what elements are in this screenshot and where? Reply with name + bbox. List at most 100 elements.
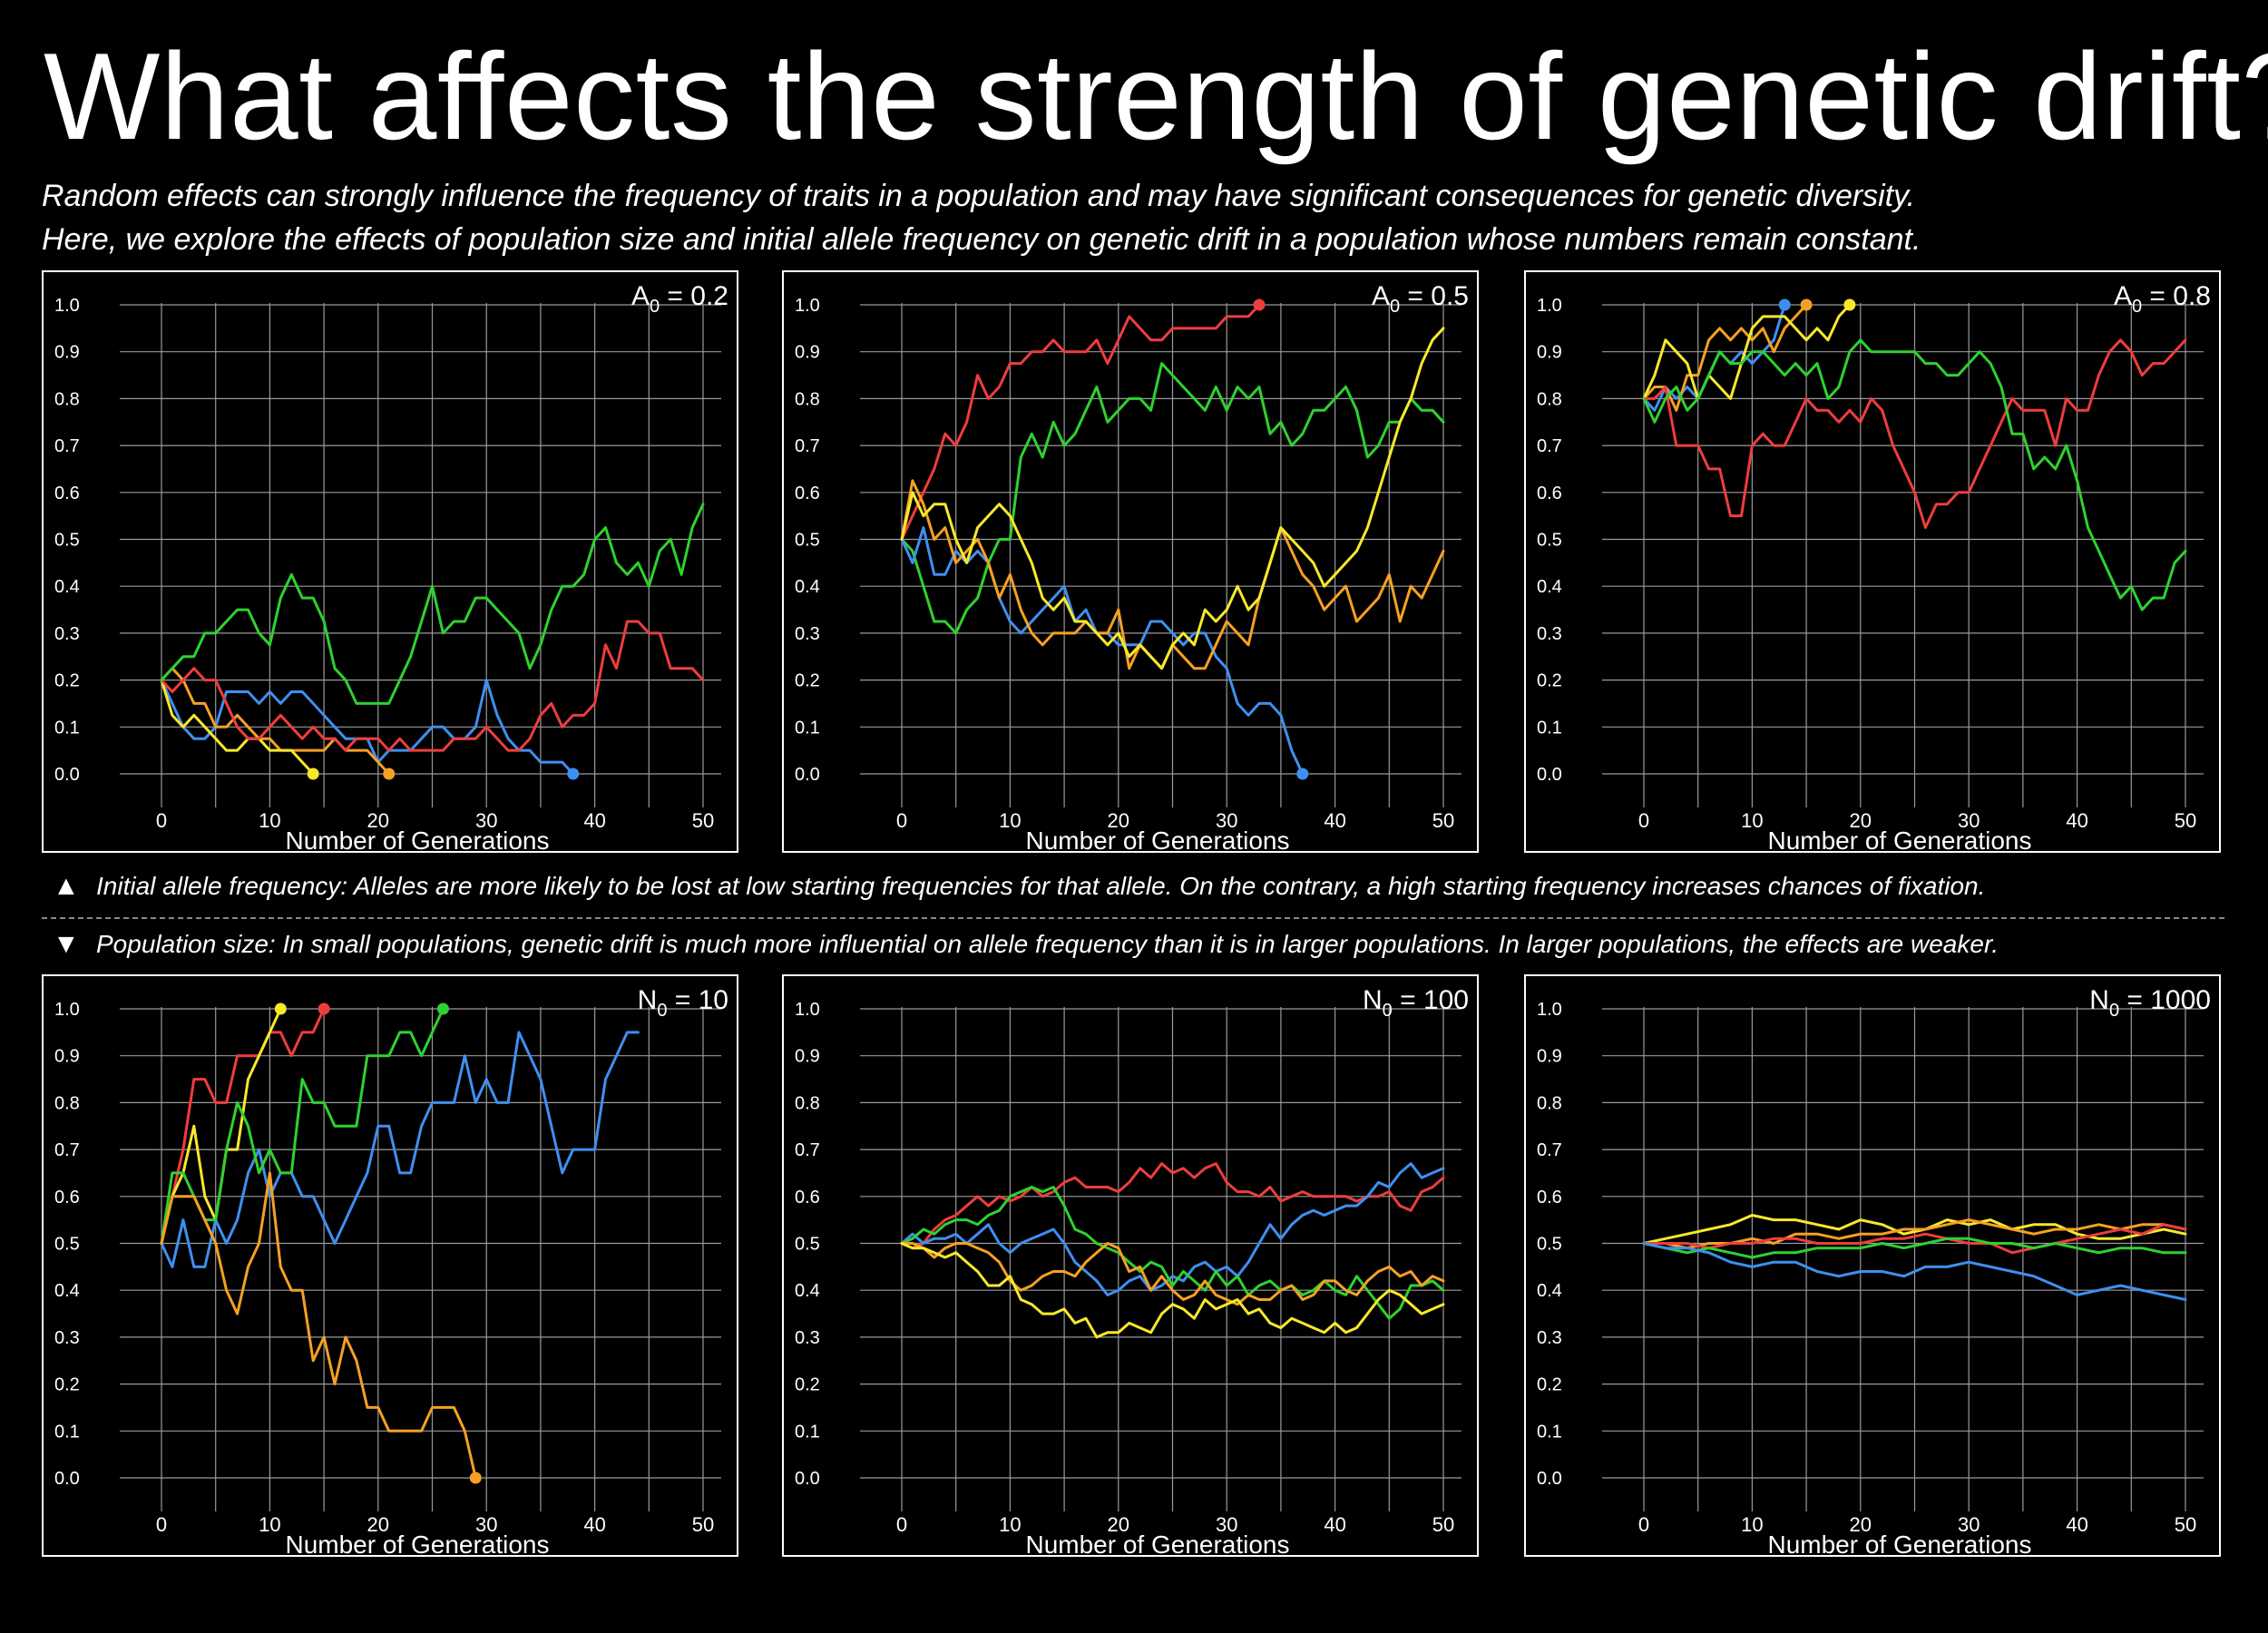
y-tick-label: 0.0 [54, 1469, 80, 1489]
chart-svg: 0.0 0.1 0.2 0.3 0.4 0.5 0.6 0.7 0.8 0.9 1.0 0 10 20 30… [795, 985, 1469, 1555]
y-tick-label: 0.8 [795, 389, 820, 409]
x-tick-label: 40 [2066, 809, 2087, 832]
series-line-orange [1642, 303, 1808, 412]
series-line-red [160, 1007, 326, 1245]
y-tick-label: 0.6 [795, 1188, 820, 1208]
x-tick-label: 0 [896, 1513, 907, 1536]
x-tick-label: 20 [1108, 1513, 1129, 1536]
x-tick-label: 40 [583, 809, 605, 832]
x-tick-label: 10 [999, 1513, 1021, 1536]
series-line-blue [900, 1162, 1445, 1296]
series-line-red [1642, 1223, 2187, 1255]
panel-label-subscript: 0 [1390, 297, 1400, 317]
panel-label-value: = 0.8 [2142, 281, 2211, 311]
panel-label-value: = 100 [1393, 985, 1469, 1015]
series-end-marker-red [318, 1002, 330, 1015]
y-tick-label: 0.1 [54, 718, 80, 738]
series-line-green [160, 503, 705, 705]
series-line-blue [160, 1031, 640, 1268]
x-tick-label: 30 [1958, 1513, 1980, 1536]
y-tick-label: 0.2 [54, 1375, 80, 1395]
triangle-up-icon: ▲ [53, 871, 80, 901]
panel-label-value: = 0.5 [1400, 281, 1469, 311]
chart-panel-n0-100: 0.0 0.1 0.2 0.3 0.4 0.5 0.6 0.7 0.8 0.9 1.0 0 10 20 30… [782, 974, 1479, 1557]
chart-panel-a0-0.2: 0.0 0.1 0.2 0.3 0.4 0.5 0.6 0.7 0.8 0.9 1.0 0 10 20 30… [42, 270, 738, 853]
intro-text: Random effects can strongly influence th… [42, 174, 1921, 261]
x-tick-label: 30 [1216, 1513, 1237, 1536]
page-title: What affects the strength of genetic dri… [44, 27, 2268, 165]
y-tick-label: 0.6 [54, 484, 80, 504]
series-line-orange [900, 1242, 1445, 1306]
x-tick-label: 10 [259, 809, 280, 832]
panel-label-main: A [1372, 281, 1390, 311]
panel-label-subscript: 0 [657, 1001, 667, 1021]
y-tick-label: 0.2 [795, 1375, 820, 1395]
x-tick-label: 20 [1108, 809, 1129, 832]
y-tick-label: 0.1 [54, 1422, 80, 1442]
y-tick-label: 0.5 [54, 1235, 80, 1255]
series-end-marker-blue [567, 768, 580, 780]
y-tick-label: 0.1 [795, 718, 820, 738]
series-end-marker-orange [1800, 298, 1813, 311]
y-tick-label: 1.0 [795, 1000, 820, 1020]
grid [1602, 1007, 2204, 1511]
y-tick-label: 0.2 [1537, 1375, 1562, 1395]
x-axis-label: Number of Generations [1025, 1530, 1289, 1555]
series-line-yellow [1642, 1214, 2187, 1245]
y-tick-label: 0.5 [795, 1235, 820, 1255]
y-tick-label: 0.3 [795, 1328, 820, 1348]
y-tick-label: 0.6 [1537, 484, 1562, 504]
y-tick-label: 0.0 [54, 765, 80, 785]
panel-label-value: = 1000 [2119, 985, 2211, 1015]
x-tick-label: 10 [1741, 809, 1763, 832]
y-tick-label: 0.4 [795, 1281, 820, 1301]
y-tick-label: 0.0 [1537, 1469, 1562, 1489]
y-tick-label: 0.7 [54, 1140, 80, 1160]
series-line-yellow [900, 1242, 1445, 1339]
series-end-marker-yellow [274, 1002, 287, 1015]
panel-label: A0 = 0.8 [2114, 281, 2211, 317]
x-tick-label: 50 [2175, 1513, 2196, 1536]
y-tick-label: 0.6 [795, 484, 820, 504]
panel-label-subscript: 0 [1383, 1001, 1393, 1021]
panel-label: A0 = 0.5 [1372, 281, 1469, 317]
x-axis-label: Number of Generations [1025, 826, 1289, 851]
panel-label: N0 = 1000 [2089, 985, 2211, 1021]
panel-label: N0 = 10 [638, 985, 728, 1021]
y-tick-label: 0.8 [795, 1093, 820, 1113]
series-end-marker-orange [383, 768, 396, 780]
y-tick-label: 0.3 [54, 1328, 80, 1348]
series-end-marker-blue [1296, 768, 1309, 780]
y-tick-label: 0.5 [795, 531, 820, 551]
x-tick-label: 20 [367, 809, 389, 832]
y-tick-label: 1.0 [54, 296, 80, 316]
y-tick-label: 0.8 [54, 1093, 80, 1113]
series-end-marker-yellow [307, 768, 319, 780]
panel-label-value: = 0.2 [660, 281, 728, 311]
y-tick-label: 0.3 [1537, 1328, 1562, 1348]
x-tick-label: 10 [1741, 1513, 1763, 1536]
y-tick-label: 1.0 [54, 1000, 80, 1020]
x-tick-label: 50 [692, 1513, 714, 1536]
series-line-red [900, 1162, 1445, 1250]
chart-panel-n0-1000: 0.0 0.1 0.2 0.3 0.4 0.5 0.6 0.7 0.8 0.9 1.0 0 10 20 30… [1524, 974, 2221, 1557]
chart-svg: 0.0 0.1 0.2 0.3 0.4 0.5 0.6 0.7 0.8 0.9 1.0 0 10 20 30… [1537, 281, 2211, 851]
y-tick-label: 0.9 [1537, 1047, 1562, 1067]
x-tick-label: 0 [156, 809, 167, 832]
chart-svg: 0.0 0.1 0.2 0.3 0.4 0.5 0.6 0.7 0.8 0.9 1.0 0 10 20 30… [795, 281, 1469, 851]
y-tick-label: 0.9 [54, 343, 80, 363]
y-tick-label: 0.3 [54, 624, 80, 644]
panel-label-subscript: 0 [2132, 297, 2142, 317]
y-tick-label: 0.8 [54, 389, 80, 409]
y-tick-label: 0.7 [1537, 436, 1562, 456]
y-tick-label: 0.9 [1537, 343, 1562, 363]
grid [120, 303, 721, 807]
panel-label-subscript: 0 [2109, 1001, 2119, 1021]
note-text: Initial allele frequency: Alleles are mo… [96, 872, 1986, 900]
series-line-blue [1642, 303, 1786, 412]
y-tick-label: 0.5 [54, 531, 80, 551]
series-line-red [160, 620, 705, 752]
series-end-marker-red [1253, 298, 1266, 311]
x-tick-label: 50 [1432, 1513, 1454, 1536]
y-tick-label: 0.5 [1537, 531, 1562, 551]
